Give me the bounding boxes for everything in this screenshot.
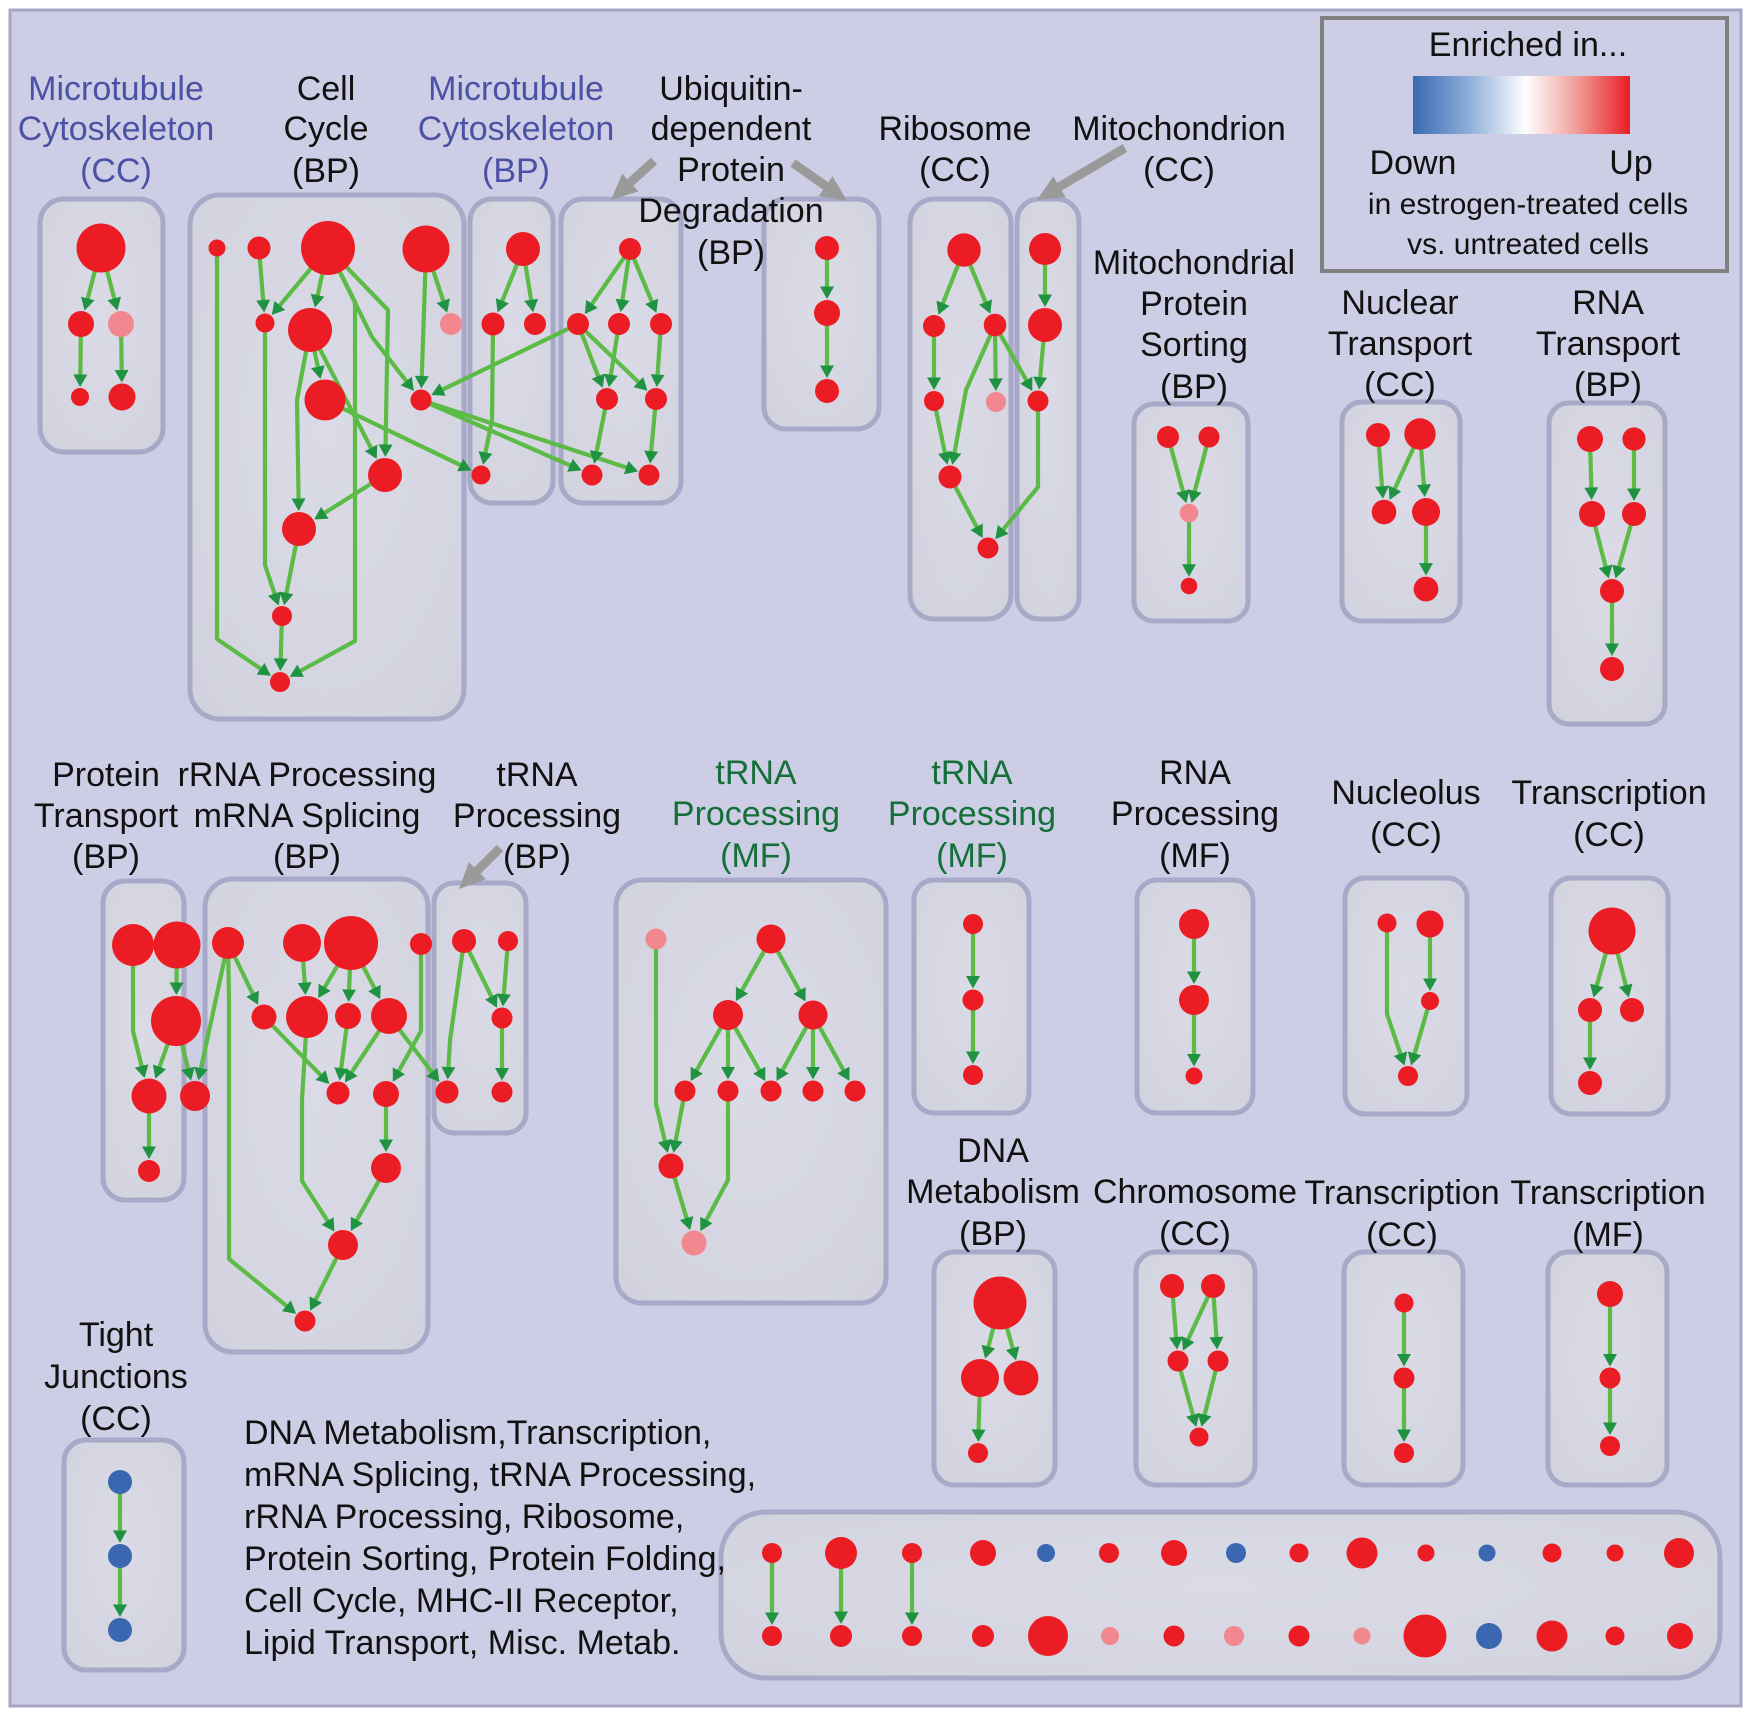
- svg-text:Cytoskeleton: Cytoskeleton: [418, 110, 615, 148]
- svg-text:dependent: dependent: [651, 110, 812, 148]
- svg-text:in estrogen-treated cells: in estrogen-treated cells: [1368, 188, 1688, 221]
- svg-text:(CC): (CC): [1159, 1215, 1231, 1253]
- svg-text:(BP): (BP): [482, 152, 550, 190]
- svg-text:vs. untreated cells: vs. untreated cells: [1407, 228, 1649, 261]
- svg-text:Ubiquitin-: Ubiquitin-: [659, 70, 803, 108]
- svg-text:Transcription: Transcription: [1304, 1174, 1499, 1212]
- svg-text:DNA Metabolism,Transcription,: DNA Metabolism,Transcription,: [244, 1414, 711, 1452]
- svg-text:(CC): (CC): [1143, 151, 1215, 189]
- svg-text:rRNA Processing, Ribosome,: rRNA Processing, Ribosome,: [244, 1498, 684, 1536]
- svg-text:Cell Cycle, MHC-II Receptor,: Cell Cycle, MHC-II Receptor,: [244, 1582, 679, 1620]
- svg-text:(CC): (CC): [1366, 1216, 1438, 1254]
- svg-text:Protein Sorting, Protein Foldi: Protein Sorting, Protein Folding,: [244, 1540, 726, 1578]
- svg-text:(BP): (BP): [292, 152, 360, 190]
- svg-text:mRNA Splicing: mRNA Splicing: [194, 797, 421, 835]
- svg-text:Transport: Transport: [1328, 325, 1473, 363]
- svg-text:tRNA: tRNA: [931, 754, 1013, 792]
- svg-text:Microtubule: Microtubule: [428, 70, 604, 108]
- svg-text:Down: Down: [1370, 144, 1457, 182]
- svg-text:Transport: Transport: [1536, 325, 1681, 363]
- svg-text:Mitochondrion: Mitochondrion: [1072, 110, 1286, 148]
- svg-text:Processing: Processing: [672, 795, 840, 833]
- svg-text:(BP): (BP): [503, 838, 571, 876]
- svg-text:(MF): (MF): [1572, 1216, 1644, 1254]
- svg-text:Processing: Processing: [1111, 795, 1279, 833]
- svg-text:(MF): (MF): [720, 837, 792, 875]
- svg-text:Junctions: Junctions: [44, 1358, 188, 1396]
- svg-text:Protein: Protein: [677, 151, 785, 189]
- svg-text:Degradation: Degradation: [638, 192, 823, 230]
- svg-text:Sorting: Sorting: [1140, 326, 1248, 364]
- svg-text:(BP): (BP): [959, 1215, 1027, 1253]
- svg-text:(MF): (MF): [1159, 837, 1231, 875]
- svg-text:(CC): (CC): [1364, 366, 1436, 404]
- svg-text:(MF): (MF): [936, 837, 1008, 875]
- svg-text:tRNA: tRNA: [715, 754, 797, 792]
- svg-text:Protein: Protein: [1140, 285, 1248, 323]
- svg-text:Processing: Processing: [453, 797, 621, 835]
- svg-text:(BP): (BP): [697, 234, 765, 272]
- svg-text:(BP): (BP): [273, 838, 341, 876]
- svg-text:Tight: Tight: [79, 1316, 154, 1354]
- svg-text:RNA: RNA: [1159, 754, 1231, 792]
- svg-text:mRNA Splicing, tRNA Processing: mRNA Splicing, tRNA Processing,: [244, 1456, 756, 1494]
- svg-text:Protein: Protein: [52, 756, 160, 794]
- svg-text:Nucleolus: Nucleolus: [1331, 774, 1480, 812]
- svg-text:(CC): (CC): [1573, 816, 1645, 854]
- svg-text:Cytoskeleton: Cytoskeleton: [18, 110, 215, 148]
- svg-text:rRNA Processing: rRNA Processing: [178, 756, 437, 794]
- svg-text:Metabolism: Metabolism: [906, 1173, 1080, 1211]
- svg-text:Ribosome: Ribosome: [878, 110, 1031, 148]
- svg-text:(CC): (CC): [80, 152, 152, 190]
- svg-text:Microtubule: Microtubule: [28, 70, 204, 108]
- svg-text:(BP): (BP): [1160, 368, 1228, 406]
- svg-text:(CC): (CC): [919, 151, 991, 189]
- svg-text:Processing: Processing: [888, 795, 1056, 833]
- svg-text:Up: Up: [1609, 144, 1652, 182]
- svg-text:(CC): (CC): [1370, 816, 1442, 854]
- svg-text:DNA: DNA: [957, 1132, 1029, 1170]
- svg-text:Transcription: Transcription: [1511, 774, 1706, 812]
- svg-text:(CC): (CC): [80, 1400, 152, 1438]
- svg-text:(BP): (BP): [1574, 366, 1642, 404]
- svg-text:Mitochondrial: Mitochondrial: [1093, 244, 1295, 282]
- svg-text:(BP): (BP): [72, 838, 140, 876]
- svg-text:RNA: RNA: [1572, 284, 1644, 322]
- svg-text:Chromosome: Chromosome: [1093, 1173, 1297, 1211]
- svg-text:Transcription: Transcription: [1510, 1174, 1705, 1212]
- svg-text:Nuclear: Nuclear: [1341, 284, 1458, 322]
- svg-text:tRNA: tRNA: [496, 756, 578, 794]
- svg-text:Lipid Transport, Misc. Metab.: Lipid Transport, Misc. Metab.: [244, 1624, 681, 1662]
- svg-text:Enriched in...: Enriched in...: [1429, 26, 1627, 64]
- svg-text:Cycle: Cycle: [283, 110, 368, 148]
- svg-text:Cell: Cell: [297, 70, 356, 108]
- svg-text:Transport: Transport: [34, 797, 179, 835]
